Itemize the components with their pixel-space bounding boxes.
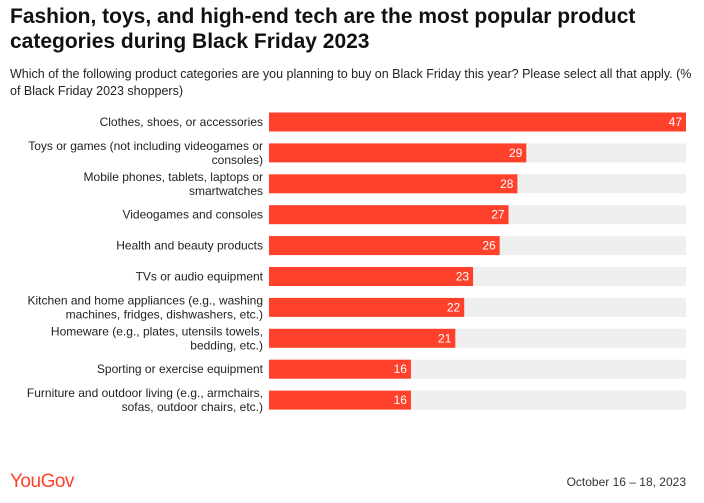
category-label: Sporting or exercise equipment [97, 362, 264, 376]
category-label: bedding, etc.) [190, 338, 263, 352]
survey-date: October 16 – 18, 2023 [566, 475, 686, 489]
category-label: Homeware (e.g., plates, utensils towels, [51, 324, 263, 338]
bar [269, 328, 456, 348]
bar [269, 267, 474, 286]
value-label: 29 [509, 146, 523, 160]
value-label: 26 [482, 239, 496, 253]
category-label: Mobile phones, tablets, laptops or [84, 170, 263, 184]
bar [269, 359, 411, 379]
category-label: sofas, outdoor chairs, etc.) [122, 400, 263, 414]
category-label: Toys or games (not including videogames … [28, 139, 263, 153]
category-label: Videogames and consoles [122, 208, 263, 222]
bar [269, 174, 518, 194]
value-label: 28 [500, 177, 514, 191]
category-label: machines, fridges, dishwashers, etc.) [66, 307, 263, 321]
category-label: Health and beauty products [116, 239, 263, 253]
value-label: 16 [394, 362, 408, 376]
value-label: 22 [447, 300, 461, 314]
category-label: Kitchen and home appliances (e.g., washi… [28, 293, 263, 307]
yougov-logo: YouGov [10, 471, 74, 492]
value-label: 27 [491, 208, 505, 222]
chart-subtitle: Which of the following product categorie… [10, 67, 692, 98]
bar [269, 236, 500, 256]
bar [269, 112, 686, 132]
bar [269, 297, 465, 317]
value-label: 21 [438, 331, 452, 345]
value-label: 16 [394, 393, 408, 407]
value-label: 47 [669, 115, 683, 129]
value-label: 23 [456, 270, 470, 284]
bar [269, 143, 527, 163]
category-label: TVs or audio equipment [136, 270, 264, 284]
bar [269, 390, 411, 410]
bar [269, 205, 509, 225]
category-label: Clothes, shoes, or accessories [100, 115, 263, 129]
category-label: consoles) [212, 153, 263, 167]
chart-title: Fashion, toys, and high-end tech are the… [10, 5, 636, 53]
category-label: smartwatches [189, 184, 263, 198]
category-label: Furniture and outdoor living (e.g., armc… [27, 386, 263, 400]
